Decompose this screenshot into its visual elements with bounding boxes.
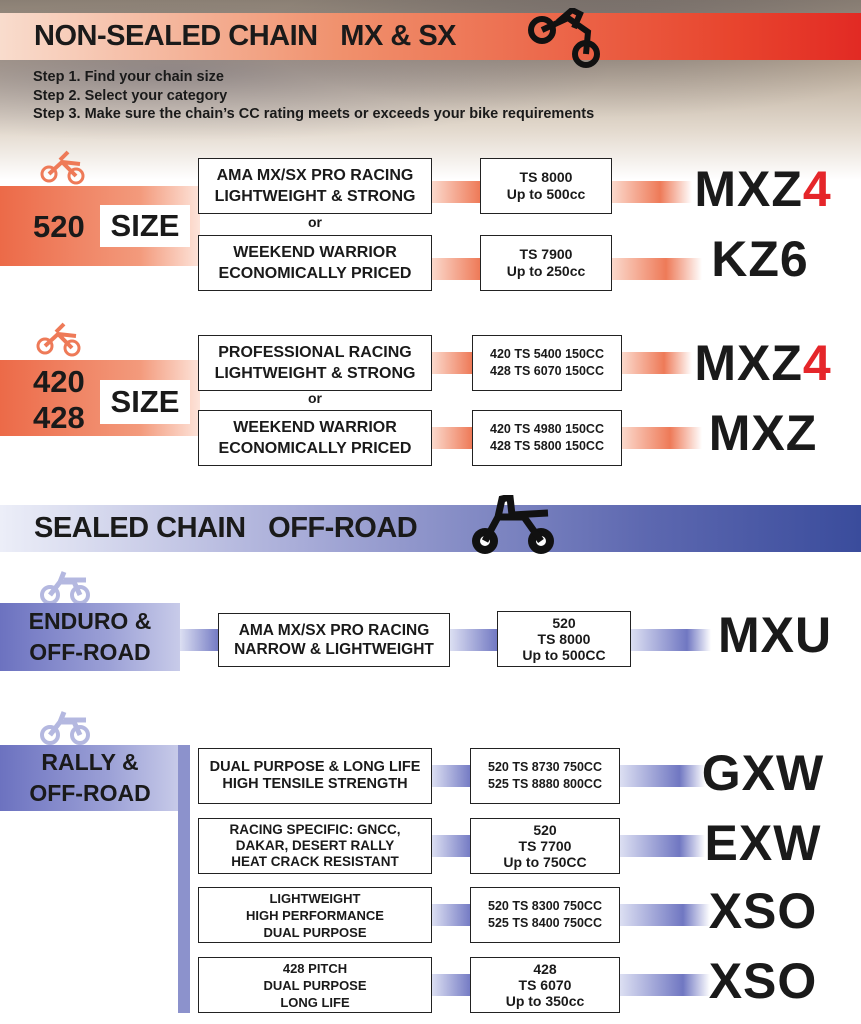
size-520-label: SIZE: [100, 205, 190, 247]
spec-box: 520 TS 8000 Up to 500CC: [497, 611, 631, 667]
product-name: MXZ: [708, 405, 818, 461]
non-sealed-title: NON-SEALED CHAIN MX & SX: [34, 20, 457, 52]
motocross-bike-icon: [528, 8, 600, 68]
connector-bar: [620, 904, 710, 926]
spec-box: TS 7900 Up to 250cc: [480, 235, 612, 291]
category-rally-off-road: RALLY & OFF-ROAD: [0, 745, 180, 811]
spec-box: 520 TS 8730 750CC 525 TS 8880 800CC: [470, 748, 620, 804]
connector-bar: [432, 181, 480, 203]
category-box: WEEKEND WARRIOR ECONOMICALLY PRICED: [198, 410, 432, 466]
dirt-bike-icon: [40, 571, 90, 605]
spec-box: 420 TS 4980 150CC 428 TS 5800 150CC: [472, 410, 622, 466]
size-520-number: 520: [33, 209, 85, 244]
product-name: EXW: [704, 815, 822, 871]
category-box: RACING SPECIFIC: GNCC, DAKAR, DESERT RAL…: [198, 818, 432, 874]
category-box: PROFESSIONAL RACING LIGHTWEIGHT & STRONG: [198, 335, 432, 391]
sealed-title: SEALED CHAIN OFF-ROAD: [34, 512, 418, 544]
category-box: DUAL PURPOSE & LONG LIFE HIGH TENSILE ST…: [198, 748, 432, 804]
motocross-bike-icon: [36, 322, 81, 357]
sealed-header: SEALED CHAIN OFF-ROAD: [0, 505, 861, 552]
spec-box: 428 TS 6070 Up to 350cc: [470, 957, 620, 1013]
or-label: or: [308, 214, 322, 230]
connector-bar: [432, 258, 480, 280]
dirt-bike-icon: [472, 495, 554, 554]
connector-bar: [432, 427, 472, 449]
size-420-428-label: SIZE: [100, 380, 190, 424]
spec-box: TS 8000 Up to 500cc: [480, 158, 612, 214]
step-3: Step 3. Make sure the chain’s CC rating …: [33, 106, 595, 122]
connector-bar: [612, 258, 702, 280]
connector-bar: [180, 629, 220, 651]
connector-bar: [620, 765, 705, 787]
product-name: KZ6: [711, 231, 809, 287]
connector-bar: [432, 352, 472, 374]
connector-bar: [432, 835, 472, 857]
motocross-bike-icon: [40, 150, 85, 185]
product-name: XSO: [708, 883, 818, 939]
connector-bar: [631, 629, 711, 651]
product-name: MXZ4: [694, 335, 832, 391]
spec-box: 420 TS 5400 150CC 428 TS 6070 150CC: [472, 335, 622, 391]
product-name: XSO: [708, 953, 818, 1009]
category-box: AMA MX/SX PRO RACING NARROW & LIGHTWEIGH…: [218, 613, 450, 667]
size-420-428-number: 420 428: [33, 364, 85, 435]
spec-box: 520 TS 7700 Up to 750CC: [470, 818, 620, 874]
category-box: WEEKEND WARRIOR ECONOMICALLY PRICED: [198, 235, 432, 291]
step-2: Step 2. Select your category: [33, 87, 228, 104]
category-box: 428 PITCH DUAL PURPOSE LONG LIFE: [198, 957, 432, 1013]
spec-box: 520 TS 8300 750CC 525 TS 8400 750CC: [470, 887, 620, 943]
connector-bar: [622, 352, 692, 374]
rally-connector-line: [178, 745, 190, 1013]
steps-list: Step 1. Find your chain size Step 2. Sel…: [33, 68, 594, 124]
or-label: or: [308, 390, 322, 406]
step-1: Step 1. Find your chain size: [33, 69, 224, 85]
connector-bar: [612, 181, 692, 203]
connector-bar: [432, 765, 472, 787]
connector-bar: [432, 974, 472, 996]
dirt-bike-icon: [40, 711, 90, 745]
connector-bar: [622, 427, 702, 449]
non-sealed-header: NON-SEALED CHAIN MX & SX: [0, 13, 861, 60]
connector-bar: [620, 974, 710, 996]
connector-bar: [450, 629, 498, 651]
connector-bar: [432, 904, 472, 926]
category-box: LIGHTWEIGHT HIGH PERFORMANCE DUAL PURPOS…: [198, 887, 432, 943]
product-name: MXZ4: [694, 161, 832, 217]
connector-bar: [620, 835, 705, 857]
product-name: GXW: [701, 745, 825, 801]
category-box: AMA MX/SX PRO RACING LIGHTWEIGHT & STRON…: [198, 158, 432, 214]
category-enduro-off-road: ENDURO & OFF-ROAD: [0, 603, 180, 671]
product-name: MXU: [717, 607, 833, 663]
